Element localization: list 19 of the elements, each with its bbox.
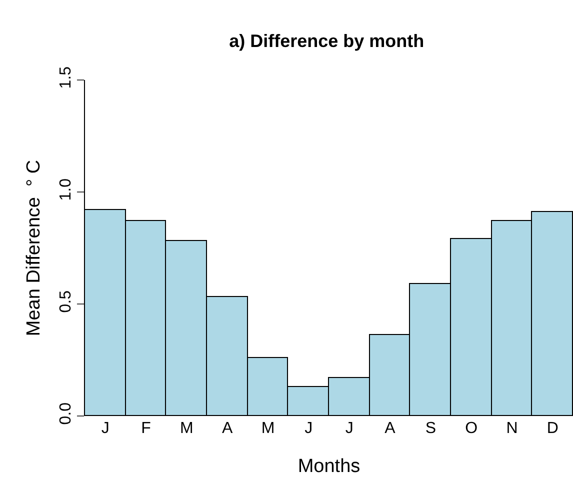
- y-tick-label: 0.0: [58, 402, 75, 425]
- y-tick-label: 1.5: [58, 66, 75, 89]
- x-tick-label: D: [546, 420, 558, 437]
- x-tick-label: M: [180, 420, 194, 437]
- x-tick-label: O: [465, 420, 478, 437]
- x-tick-label: S: [425, 420, 436, 437]
- x-tick-label: J: [345, 420, 354, 437]
- x-tick-label: F: [141, 420, 152, 437]
- y-axis-title: Mean Difference ° C: [23, 160, 44, 336]
- chart-title: a) Difference by month: [229, 31, 424, 52]
- x-tick-label: J: [304, 420, 313, 437]
- x-tick-label: N: [506, 420, 518, 437]
- x-tick-label: A: [384, 420, 396, 437]
- x-tick-label: J: [101, 420, 110, 437]
- x-tick-label: M: [261, 420, 275, 437]
- x-tick-label: A: [222, 420, 233, 437]
- x-axis-title: Months: [298, 456, 360, 477]
- y-tick-label: 0.5: [58, 290, 75, 313]
- y-tick-label: 1.0: [58, 178, 75, 201]
